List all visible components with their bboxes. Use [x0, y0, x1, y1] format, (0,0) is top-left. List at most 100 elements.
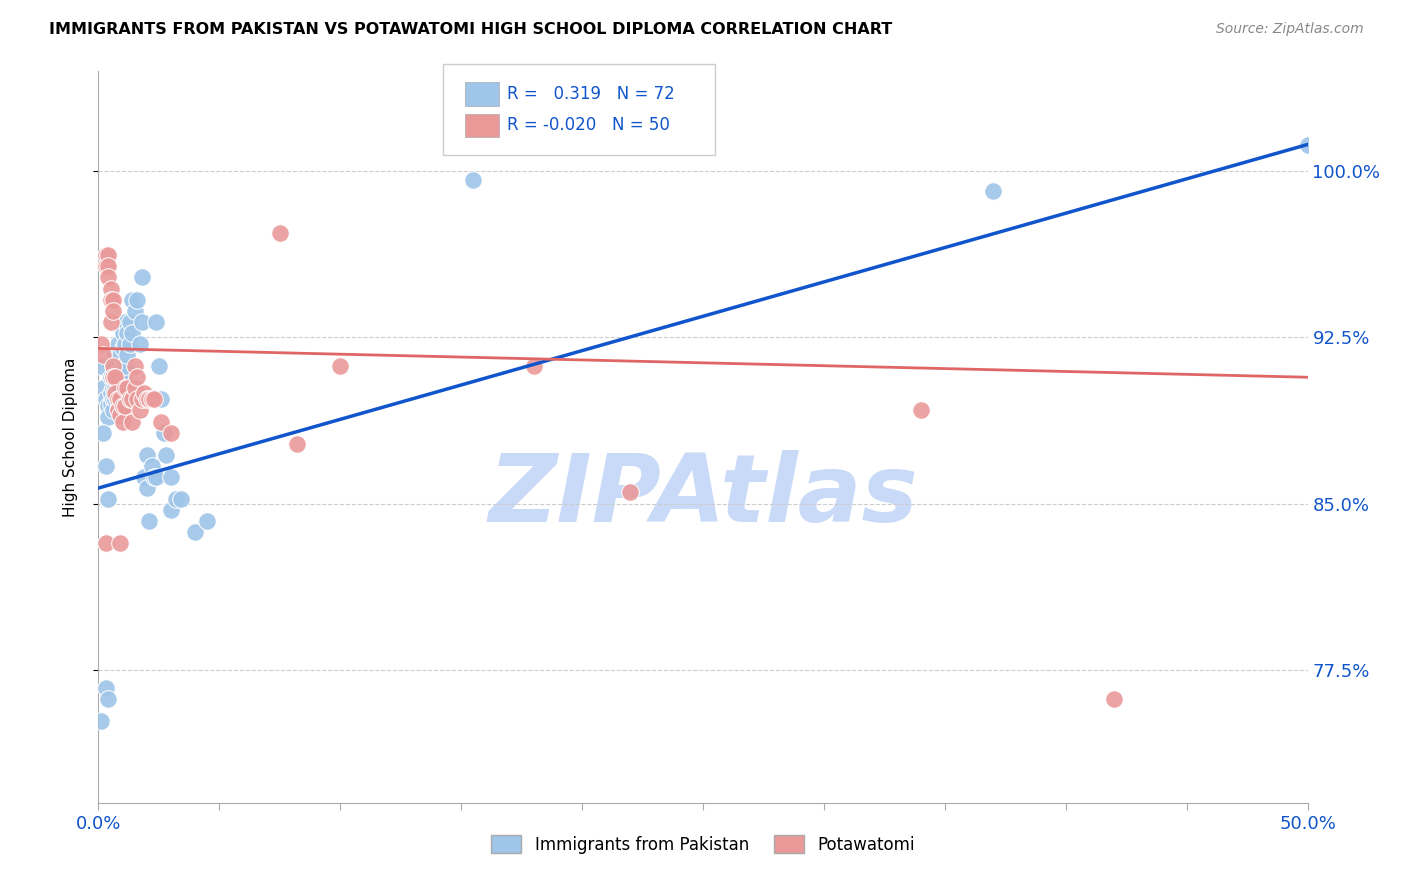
- Point: [94, 681, 117, 695]
- Text: Source: ZipAtlas.com: Source: ZipAtlas.com: [1216, 22, 1364, 37]
- Point: [169, 492, 191, 507]
- Point: [91, 348, 114, 362]
- Point: [124, 381, 146, 395]
- Point: [107, 392, 129, 407]
- Point: [107, 403, 129, 417]
- FancyBboxPatch shape: [443, 64, 716, 155]
- Point: [100, 282, 122, 296]
- Text: R = -0.020   N = 50: R = -0.020 N = 50: [508, 117, 671, 135]
- Point: [150, 415, 173, 429]
- Point: [114, 399, 136, 413]
- Point: [107, 381, 129, 395]
- Point: [101, 359, 124, 373]
- Point: [107, 355, 129, 369]
- Point: [108, 536, 131, 550]
- Legend: Immigrants from Pakistan, Potawatomi: Immigrants from Pakistan, Potawatomi: [485, 829, 921, 860]
- Point: [981, 184, 1004, 198]
- Point: [101, 359, 124, 373]
- Point: [97, 691, 120, 706]
- Point: [121, 415, 143, 429]
- Point: [329, 359, 352, 373]
- Point: [150, 392, 173, 407]
- Point: [138, 514, 160, 528]
- Point: [135, 448, 157, 462]
- Text: ZIPAtlas: ZIPAtlas: [488, 450, 918, 541]
- Point: [107, 370, 129, 384]
- Point: [148, 359, 170, 373]
- Point: [160, 503, 183, 517]
- Point: [117, 326, 139, 340]
- Point: [134, 470, 156, 484]
- Point: [1296, 137, 1319, 152]
- Point: [128, 337, 150, 351]
- Point: [100, 370, 122, 384]
- Point: [101, 381, 124, 395]
- FancyBboxPatch shape: [465, 114, 499, 137]
- Point: [111, 326, 134, 340]
- Point: [121, 392, 143, 407]
- Point: [100, 385, 122, 400]
- Point: [100, 397, 122, 411]
- Point: [101, 403, 124, 417]
- Point: [127, 293, 149, 307]
- Point: [101, 293, 124, 307]
- Point: [118, 315, 141, 329]
- Point: [101, 392, 124, 407]
- Point: [118, 337, 141, 351]
- Point: [114, 381, 136, 395]
- Point: [104, 392, 127, 407]
- Point: [100, 315, 122, 329]
- Point: [94, 458, 117, 473]
- Point: [94, 260, 117, 274]
- Point: [104, 381, 127, 395]
- Y-axis label: High School Diploma: High School Diploma: [63, 358, 77, 516]
- Point: [101, 370, 124, 384]
- Point: [269, 226, 291, 240]
- Point: [114, 359, 136, 373]
- Point: [155, 448, 177, 462]
- Point: [117, 381, 139, 395]
- Point: [124, 303, 146, 318]
- Point: [111, 370, 134, 384]
- Point: [523, 359, 546, 373]
- Point: [97, 248, 120, 262]
- Point: [108, 392, 131, 407]
- Point: [94, 248, 117, 262]
- Point: [97, 260, 120, 274]
- Point: [97, 399, 120, 413]
- FancyBboxPatch shape: [465, 82, 499, 106]
- Point: [121, 293, 143, 307]
- Point: [111, 399, 134, 413]
- Point: [131, 392, 153, 407]
- Point: [94, 392, 117, 407]
- Point: [152, 425, 174, 440]
- Point: [104, 370, 127, 384]
- Point: [90, 337, 112, 351]
- Point: [124, 392, 146, 407]
- Point: [111, 342, 134, 356]
- Point: [131, 270, 153, 285]
- Point: [97, 270, 120, 285]
- Point: [124, 359, 146, 373]
- Point: [90, 359, 112, 373]
- Point: [100, 293, 122, 307]
- Point: [160, 470, 183, 484]
- Point: [107, 392, 129, 407]
- Point: [117, 348, 139, 362]
- Text: IMMIGRANTS FROM PAKISTAN VS POTAWATOMI HIGH SCHOOL DIPLOMA CORRELATION CHART: IMMIGRANTS FROM PAKISTAN VS POTAWATOMI H…: [49, 22, 893, 37]
- Point: [111, 359, 134, 373]
- Point: [184, 525, 207, 540]
- Point: [145, 470, 167, 484]
- Point: [108, 363, 131, 377]
- Point: [118, 392, 141, 407]
- Point: [94, 536, 117, 550]
- Point: [134, 385, 156, 400]
- Point: [910, 403, 932, 417]
- Point: [135, 392, 157, 407]
- Point: [160, 425, 183, 440]
- Point: [143, 392, 166, 407]
- Point: [145, 315, 167, 329]
- Point: [111, 415, 134, 429]
- Point: [108, 348, 131, 362]
- Point: [131, 315, 153, 329]
